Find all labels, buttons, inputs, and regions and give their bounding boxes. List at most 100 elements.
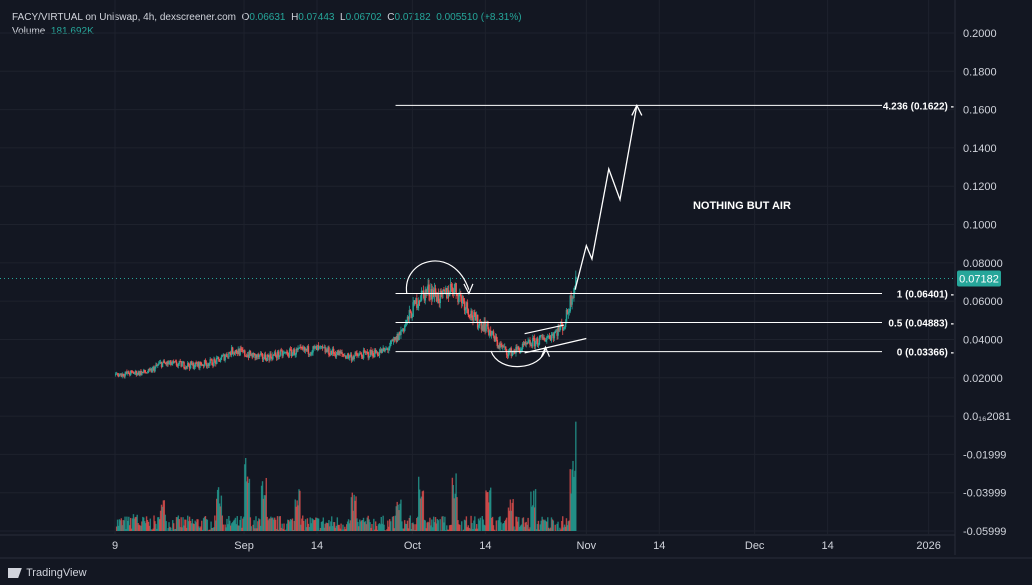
- candle-body: [204, 360, 207, 363]
- candle-body: [452, 292, 455, 294]
- price-tick-label: -0.01999: [963, 449, 1006, 461]
- volume-bar: [425, 528, 427, 531]
- volume-bar: [513, 526, 515, 531]
- volume-bar: [217, 487, 220, 531]
- candle-body: [540, 335, 543, 337]
- candle-body: [302, 348, 304, 350]
- volume-bar: [302, 515, 304, 531]
- candle-body: [475, 315, 477, 321]
- candle-body: [190, 361, 193, 365]
- volume-bar: [468, 527, 470, 531]
- candle-body: [244, 350, 246, 356]
- candle-body: [551, 334, 554, 336]
- volume-bar: [219, 506, 222, 531]
- candle-body: [247, 354, 250, 358]
- volume-bar: [154, 521, 156, 531]
- volume-bar: [441, 516, 443, 531]
- volume-bar: [472, 529, 474, 531]
- candle-body: [565, 309, 568, 324]
- volume-bar: [528, 529, 530, 531]
- candle-body: [229, 352, 231, 354]
- volume-bar: [444, 516, 446, 531]
- volume-bar: [333, 522, 336, 531]
- candle-body: [323, 347, 326, 349]
- candle-body: [281, 350, 283, 356]
- volume-bar: [158, 519, 161, 531]
- volume-bar: [186, 527, 188, 531]
- volume-bar: [329, 526, 331, 531]
- volume-bar: [155, 523, 157, 531]
- candle-body: [280, 350, 283, 352]
- candle-body: [249, 350, 252, 356]
- candle-body: [397, 334, 399, 341]
- candle-body: [381, 349, 384, 353]
- time-tick-label: 14: [821, 540, 833, 552]
- volume-bar: [540, 520, 542, 531]
- volume-bar: [148, 525, 151, 531]
- candle-body: [162, 360, 165, 363]
- candle-body: [284, 352, 286, 354]
- candle-body: [423, 292, 426, 301]
- candle-body: [168, 362, 170, 365]
- candle-body: [314, 347, 316, 349]
- candle-body: [201, 364, 203, 366]
- volume-bar: [392, 516, 395, 531]
- volume-bar: [474, 516, 476, 531]
- volume-bar: [436, 518, 439, 531]
- candle-body: [187, 362, 190, 366]
- candle-body: [348, 355, 351, 358]
- volume-bar: [572, 460, 574, 531]
- volume-bar: [391, 516, 394, 531]
- candle-body: [307, 346, 310, 355]
- volume-bar: [244, 464, 246, 531]
- volume-bar: [282, 528, 284, 531]
- volume-bar: [246, 476, 249, 531]
- price-tick-label: 0.02000: [963, 373, 1003, 385]
- candle-body: [329, 355, 331, 357]
- volume-bar: [424, 520, 426, 531]
- volume-bar: [447, 529, 450, 531]
- volume-bar: [167, 528, 169, 531]
- candle-body: [129, 373, 131, 375]
- candle-body: [148, 369, 151, 371]
- volume-bar: [236, 516, 238, 531]
- volume-bar: [364, 521, 367, 531]
- candle-body: [368, 356, 370, 358]
- candle-body: [416, 298, 418, 308]
- volume-bar: [307, 523, 310, 531]
- candle-body: [566, 309, 569, 314]
- candle-body: [357, 355, 359, 357]
- volume-bar: [268, 518, 270, 531]
- candle-body: [477, 325, 480, 328]
- candle-body: [562, 327, 565, 331]
- candle-body: [563, 327, 566, 329]
- volume-bar: [220, 495, 223, 531]
- candle-body: [545, 339, 547, 342]
- volume-bar: [232, 520, 235, 531]
- candle-body: [301, 347, 303, 349]
- candle-body: [189, 361, 192, 369]
- candle-body: [125, 371, 127, 374]
- volume-bar: [190, 523, 193, 531]
- candle-body: [407, 316, 410, 320]
- volume-bar: [304, 519, 307, 531]
- volume-bar: [179, 527, 181, 531]
- candle-body: [167, 361, 169, 365]
- volume-bar: [234, 517, 237, 531]
- volume-bar: [397, 504, 399, 531]
- volume-bar: [465, 516, 468, 531]
- volume-bar: [187, 521, 190, 531]
- candle-body: [542, 337, 544, 339]
- volume-bar: [256, 528, 258, 531]
- volume-bar: [368, 519, 370, 531]
- candle-body: [544, 340, 546, 342]
- volume-bar: [490, 517, 493, 531]
- tradingview-brand[interactable]: TradingView: [8, 567, 87, 579]
- candle-body: [482, 325, 485, 331]
- candle-body: [173, 361, 176, 363]
- candle-body: [333, 353, 336, 355]
- volume-bar: [323, 527, 325, 531]
- candle-body: [132, 371, 135, 374]
- candle-body: [226, 354, 228, 357]
